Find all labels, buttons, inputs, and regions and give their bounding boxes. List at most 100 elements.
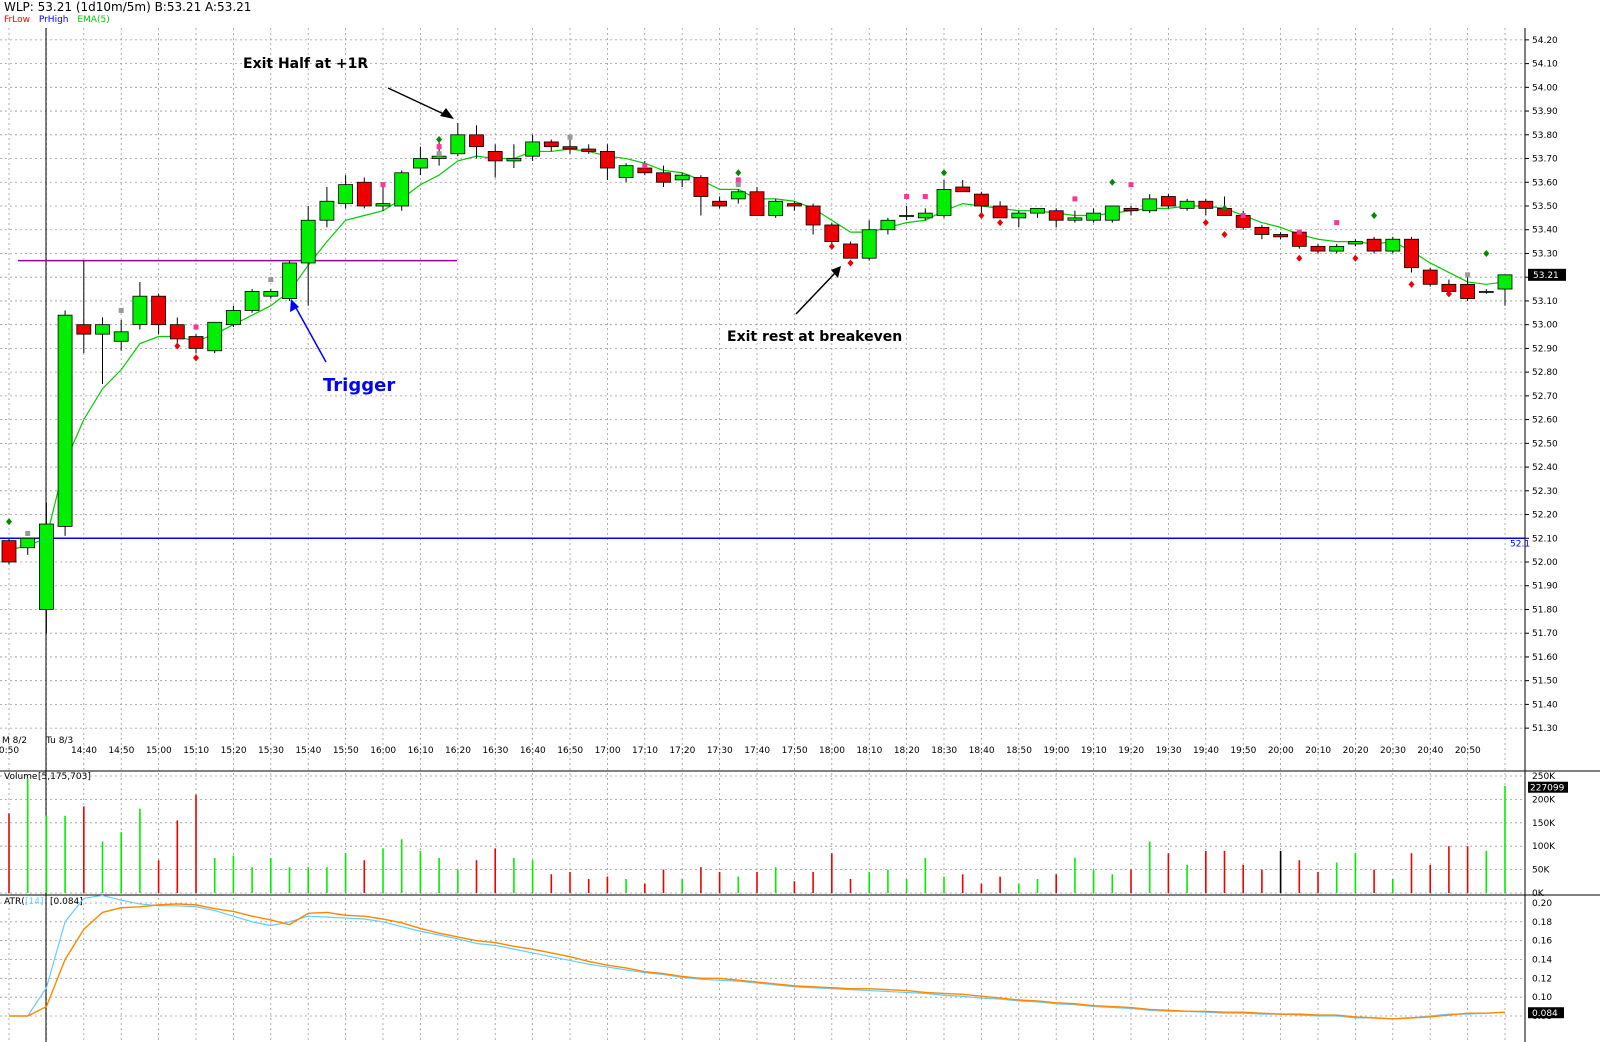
candle-body[interactable] <box>749 191 765 216</box>
candle-body[interactable] <box>955 186 971 193</box>
x-tick-label: 16:20 <box>445 746 471 756</box>
candle-body[interactable] <box>917 212 933 219</box>
candle-body[interactable] <box>1179 200 1195 209</box>
x-tick-label: 19:40 <box>1193 746 1219 756</box>
candle-body[interactable] <box>693 177 709 197</box>
annotation-arrowhead <box>440 108 454 119</box>
x-tick-label: 19:50 <box>1230 746 1256 756</box>
candle-body[interactable] <box>1422 269 1438 285</box>
candle-body[interactable] <box>1329 245 1345 252</box>
candle-body[interactable] <box>1254 226 1270 235</box>
candle-body[interactable] <box>151 295 167 326</box>
candle-body[interactable] <box>637 167 653 174</box>
candle-body[interactable] <box>1460 283 1475 299</box>
signal-diamond-marker <box>978 211 985 219</box>
candle-body[interactable] <box>95 324 110 335</box>
candle-body[interactable] <box>880 219 896 231</box>
signal-square-marker <box>1334 220 1340 226</box>
candle-body[interactable] <box>1 540 17 563</box>
candle-body[interactable] <box>1067 217 1083 221</box>
candle-body[interactable] <box>169 324 185 340</box>
candle-body[interactable] <box>843 243 858 259</box>
candle-body[interactable] <box>1048 210 1064 221</box>
candle-body[interactable] <box>450 134 466 155</box>
candle-body[interactable] <box>300 219 316 264</box>
candle-body[interactable] <box>1161 196 1176 207</box>
candle-body[interactable] <box>936 188 952 216</box>
candle-body[interactable] <box>1310 245 1326 252</box>
signal-diamond-marker <box>1202 219 1209 227</box>
candle-body[interactable] <box>805 205 821 226</box>
candle-body[interactable] <box>992 205 1008 219</box>
candle-body[interactable] <box>1497 274 1513 290</box>
candle-body[interactable] <box>20 537 36 549</box>
candle-body[interactable] <box>76 324 92 335</box>
y-tick-label: 51.50 <box>1532 677 1558 687</box>
candle-body[interactable] <box>1366 238 1382 252</box>
candle-body[interactable] <box>356 181 372 207</box>
x-tick-label: 17:10 <box>632 746 658 756</box>
candle-body[interactable] <box>618 165 634 178</box>
candle-body[interactable] <box>225 310 241 326</box>
grid-group <box>0 28 1525 1042</box>
candle-body[interactable] <box>1123 207 1139 212</box>
candle-body[interactable] <box>113 331 129 342</box>
x-tick-label: 18:50 <box>1006 746 1032 756</box>
y-tick-label: 52.40 <box>1532 463 1558 473</box>
candle-body[interactable] <box>188 336 204 349</box>
signal-square-marker <box>922 194 928 200</box>
candle-body[interactable] <box>1348 241 1363 245</box>
candle-body[interactable] <box>581 148 597 152</box>
candle-body[interactable] <box>506 158 522 162</box>
candle-body[interactable] <box>1104 205 1120 221</box>
volume-total-label: [5,175,703] <box>38 772 91 782</box>
candle-body[interactable] <box>282 262 297 299</box>
candle-body[interactable] <box>244 291 260 311</box>
candle-body[interactable] <box>487 151 503 162</box>
y-tick-label: 51.60 <box>1532 653 1558 663</box>
candle-body[interactable] <box>543 141 559 148</box>
candle-body[interactable] <box>469 134 484 148</box>
candle-body[interactable] <box>1404 238 1419 269</box>
annotation-trigger: Trigger <box>323 375 395 396</box>
candle-body[interactable] <box>1478 291 1494 293</box>
candle-body[interactable] <box>1385 238 1401 252</box>
candle-body[interactable] <box>712 200 727 207</box>
chart-title: WLP: 53.21 (1d10m/5m) B:53.21 A:53.21 <box>4 0 252 14</box>
candle-body[interactable] <box>1198 200 1214 209</box>
candle-body[interactable] <box>132 295 148 326</box>
x-tick-label: 16:40 <box>520 746 546 756</box>
volume-bars-group <box>8 778 1506 893</box>
candle-body[interactable] <box>768 200 784 216</box>
candle-body[interactable] <box>899 215 914 217</box>
candle-body[interactable] <box>824 224 840 242</box>
candle-body[interactable] <box>525 141 540 157</box>
candle-body[interactable] <box>263 291 279 297</box>
candle-body[interactable] <box>1273 234 1288 238</box>
candle-body[interactable] <box>730 191 746 200</box>
candle-body[interactable] <box>600 151 615 169</box>
candle-body[interactable] <box>412 158 428 169</box>
x-tick-label: 18:00 <box>819 746 845 756</box>
candle-body[interactable] <box>39 523 54 610</box>
candle-body[interactable] <box>57 314 73 527</box>
candle-body[interactable] <box>394 172 410 207</box>
candle-body[interactable] <box>207 321 223 352</box>
candle-body[interactable] <box>431 155 447 159</box>
x-tick-label: 20:10 <box>1305 746 1331 756</box>
candle-body[interactable] <box>974 193 989 207</box>
candle-body[interactable] <box>375 203 391 207</box>
candle-body[interactable] <box>1142 198 1158 212</box>
candle-body[interactable] <box>787 203 802 207</box>
last-price-tag-bg <box>1528 268 1566 281</box>
candle-body[interactable] <box>861 229 877 259</box>
candle-body[interactable] <box>562 146 578 150</box>
candle-body[interactable] <box>338 184 354 205</box>
candle-body[interactable] <box>656 172 671 183</box>
candle-body[interactable] <box>674 174 690 181</box>
candle-body[interactable] <box>1086 212 1101 221</box>
candle-body[interactable] <box>319 200 335 221</box>
candle-body[interactable] <box>1011 212 1027 219</box>
candle-body[interactable] <box>1030 207 1045 214</box>
